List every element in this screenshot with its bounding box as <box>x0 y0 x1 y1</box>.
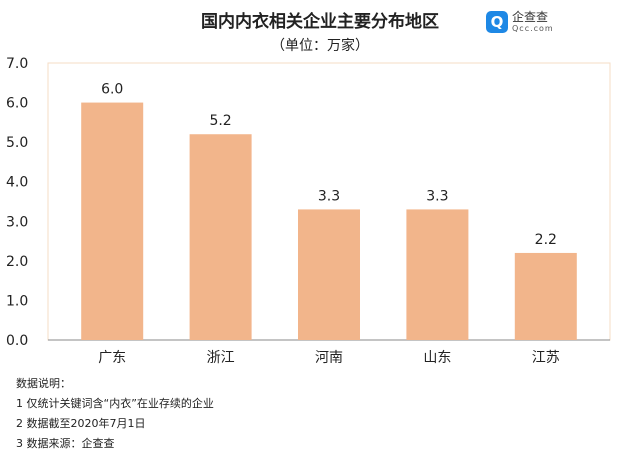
data-label: 3.3 <box>318 188 340 204</box>
bar <box>406 209 469 340</box>
data-label: 6.0 <box>101 82 123 98</box>
data-label: 2.2 <box>535 232 557 248</box>
note-1: 1 仅统计关键词含“内衣”在业存续的企业 <box>16 397 214 410</box>
y-tick-label: 5.0 <box>6 135 28 151</box>
y-tick-label: 1.0 <box>6 293 28 309</box>
y-tick-label: 0.0 <box>6 333 28 349</box>
x-tick-label: 广东 <box>98 350 126 366</box>
logo-domain: Qcc.com <box>512 24 554 33</box>
qcc-logo-icon: Q <box>486 11 508 33</box>
note-3: 3 数据来源：企查查 <box>16 437 115 450</box>
x-tick-label: 山东 <box>423 350 451 366</box>
bar <box>514 252 577 340</box>
note-heading: 数据说明： <box>16 377 71 390</box>
logo-name: 企查查 <box>512 10 549 24</box>
data-label: 5.2 <box>209 113 231 129</box>
x-tick-label: 江苏 <box>532 350 560 366</box>
bar <box>298 209 360 340</box>
chart-subtitle: （单位：万家） <box>271 38 369 54</box>
y-tick-label: 3.0 <box>6 214 28 230</box>
logo: Q 企查查 Qcc.com <box>486 10 554 34</box>
y-tick-label: 4.0 <box>6 175 28 191</box>
bar-chart: 0.0 1.0 2.0 3.0 4.0 5.0 6.0 7.0 6.0 广东 5.2 浙江 3.3 河南 3… <box>6 56 611 366</box>
data-label: 3.3 <box>426 188 448 204</box>
y-tick-label: 6.0 <box>6 96 28 112</box>
y-tick-label: 2.0 <box>6 254 28 270</box>
y-tick-label: 7.0 <box>6 56 28 72</box>
chart-title: 国内内衣相关企业主要分布地区 <box>201 12 439 32</box>
notes: 数据说明： 1 仅统计关键词含“内衣”在业存续的企业 2 数据截至2020年7月… <box>16 374 214 454</box>
x-tick-label: 河南 <box>315 350 343 366</box>
bar <box>81 102 144 340</box>
bar <box>189 134 252 340</box>
note-2: 2 数据截至2020年7月1日 <box>16 417 146 430</box>
x-tick-label: 浙江 <box>207 350 235 366</box>
